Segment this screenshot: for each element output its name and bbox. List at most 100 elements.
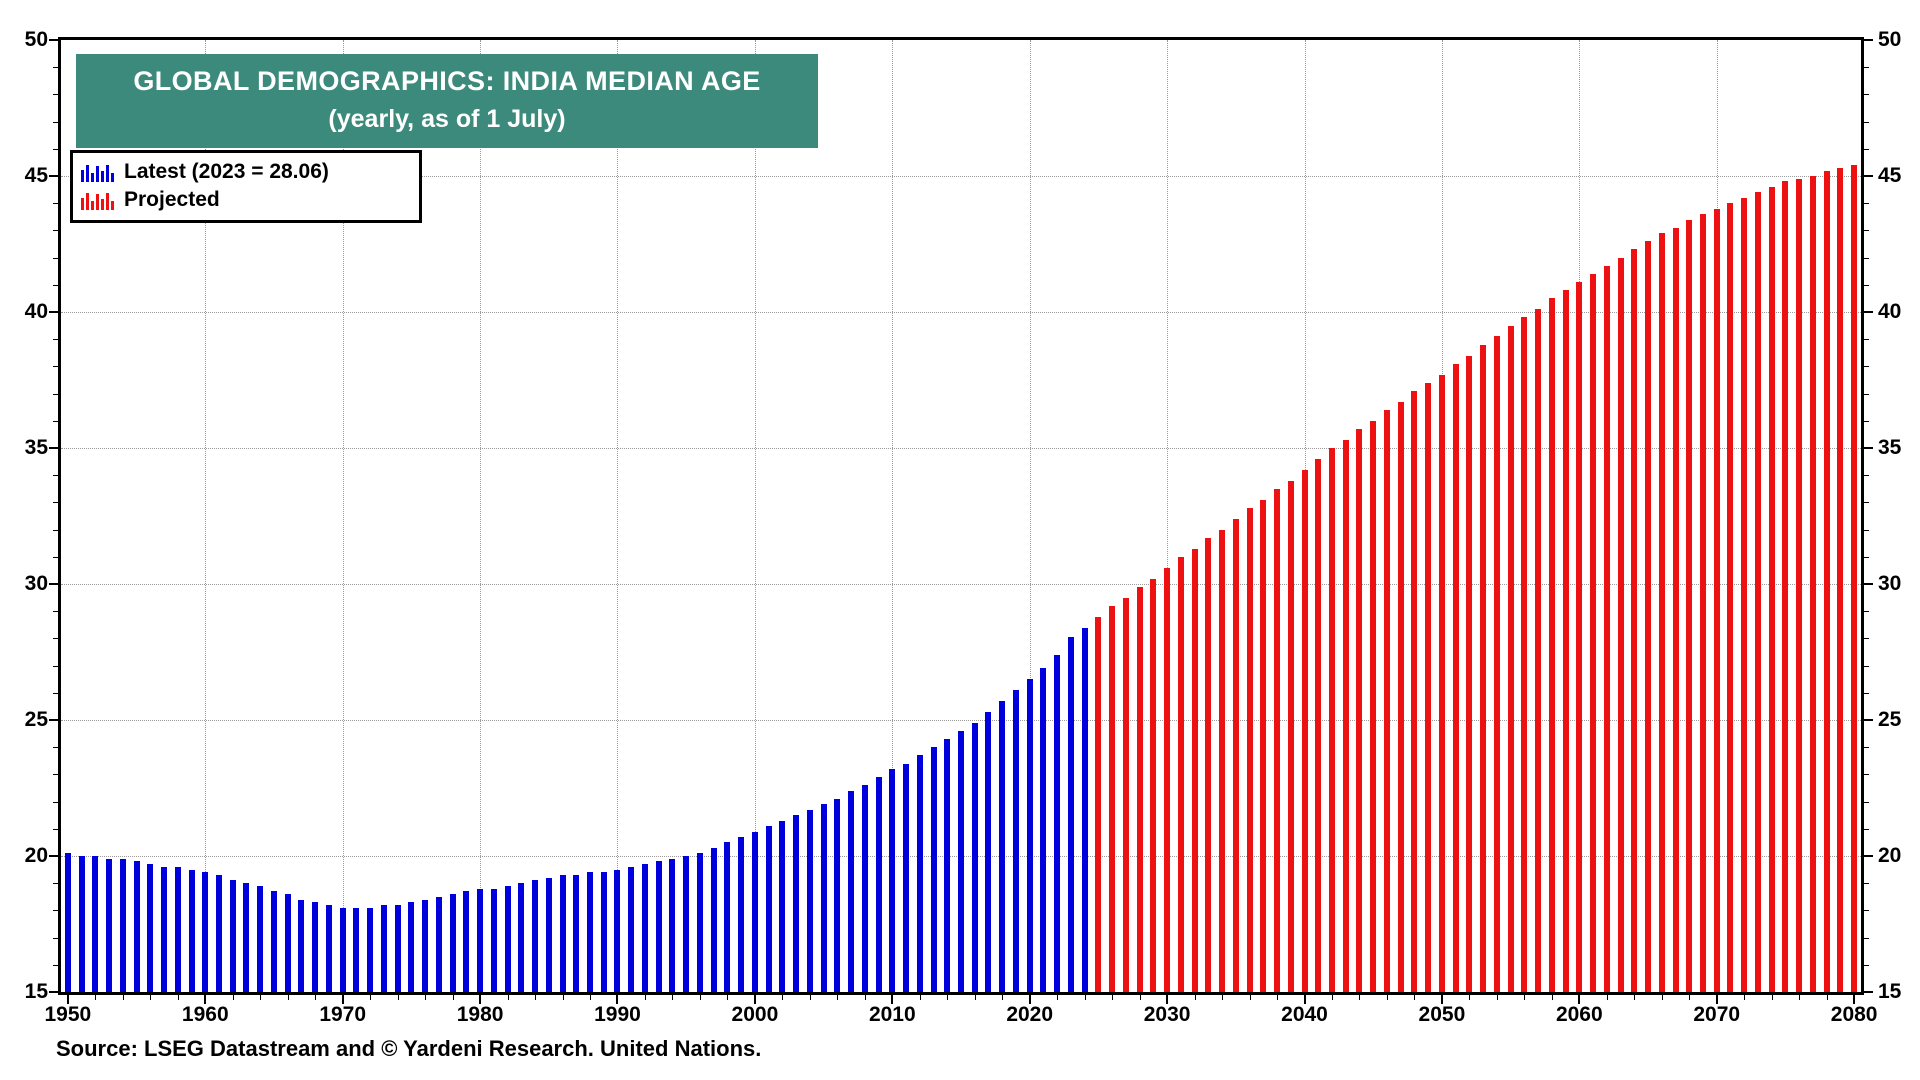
- x-tick-2020: [1028, 995, 1031, 1004]
- bar-2059: [1562, 290, 1569, 992]
- x-axis-label-2060: 2060: [1555, 1003, 1603, 1026]
- x-minor-tick: [452, 995, 454, 1000]
- bar-2039: [1287, 480, 1294, 992]
- legend: Latest (2023 = 28.06) Projected: [70, 150, 422, 223]
- bar-2033: [1205, 537, 1212, 992]
- bar-2074: [1768, 186, 1775, 992]
- bar-1977: [435, 896, 442, 992]
- bar-1991: [628, 866, 635, 992]
- x-minor-tick: [535, 995, 537, 1000]
- legend-label-projected: Projected: [124, 188, 220, 211]
- x-axis-label-1970: 1970: [319, 1003, 367, 1026]
- y-minor-tick-right: [1864, 257, 1869, 259]
- bar-1956: [147, 864, 154, 992]
- blue-bars-icon: [81, 162, 115, 182]
- y-axis-label-left-30: 30: [24, 572, 48, 595]
- y-tick-left-20: [49, 855, 58, 857]
- y-axis-label-left-40: 40: [24, 300, 48, 323]
- x-minor-tick: [1084, 995, 1086, 1000]
- y-minor-tick-left: [53, 665, 58, 667]
- x-axis-label-2050: 2050: [1418, 1003, 1466, 1026]
- x-minor-tick: [1606, 995, 1608, 1000]
- bar-1984: [532, 880, 539, 992]
- bar-1972: [367, 907, 374, 992]
- bar-2003: [793, 815, 800, 992]
- x-minor-tick: [1799, 995, 1801, 1000]
- y-tick-left-40: [49, 311, 58, 313]
- chart-title: GLOBAL DEMOGRAPHICS: INDIA MEDIAN AGE: [133, 66, 761, 96]
- bar-2034: [1219, 529, 1226, 992]
- x-minor-tick: [1359, 995, 1361, 1000]
- bar-2022: [1054, 654, 1061, 992]
- x-minor-tick: [1249, 995, 1251, 1000]
- x-tick-2070: [1715, 995, 1718, 1004]
- x-minor-tick: [95, 995, 97, 1000]
- y-axis-label-right-40: 40: [1878, 300, 1902, 323]
- bar-2073: [1754, 192, 1761, 992]
- y-minor-tick-left: [53, 393, 58, 395]
- y-minor-tick-left: [53, 937, 58, 939]
- y-axis-label-left-45: 45: [24, 164, 48, 187]
- bar-2021: [1040, 668, 1047, 992]
- x-minor-tick: [590, 995, 591, 1000]
- bar-2031: [1177, 556, 1184, 992]
- legend-label-latest: Latest (2023 = 28.06): [124, 160, 329, 183]
- bar-1990: [614, 869, 621, 992]
- x-minor-tick: [1057, 995, 1059, 1000]
- y-tick-right-50: [1864, 39, 1873, 41]
- bar-2020: [1026, 679, 1033, 992]
- y-minor-tick-left: [53, 284, 58, 286]
- bar-1995: [683, 856, 690, 992]
- bar-1951: [78, 856, 85, 992]
- bar-2065: [1645, 241, 1652, 992]
- y-minor-tick-right: [1864, 121, 1869, 123]
- bar-2053: [1480, 344, 1487, 992]
- bar-1980: [477, 888, 484, 992]
- h-gridline-35: [61, 448, 1861, 449]
- legend-item-projected: Projected: [81, 186, 409, 214]
- bar-2032: [1191, 548, 1198, 992]
- bar-2050: [1438, 374, 1445, 992]
- y-minor-tick-left: [53, 475, 58, 477]
- bar-2038: [1274, 488, 1281, 992]
- bar-2077: [1809, 176, 1816, 992]
- bar-1996: [696, 853, 703, 992]
- y-tick-right-45: [1864, 175, 1873, 177]
- bar-2080: [1851, 165, 1858, 992]
- bar-1965: [270, 891, 277, 992]
- y-minor-tick-right: [1864, 393, 1869, 395]
- y-minor-tick-right: [1864, 148, 1869, 150]
- x-minor-tick: [1222, 995, 1224, 1000]
- x-minor-tick: [150, 995, 152, 1000]
- y-tick-left-25: [49, 719, 58, 721]
- y-tick-left-45: [49, 175, 58, 177]
- bar-2024: [1081, 627, 1088, 992]
- bar-2068: [1686, 219, 1693, 992]
- x-minor-tick: [1634, 995, 1636, 1000]
- bar-1981: [490, 888, 497, 992]
- bar-1987: [573, 875, 580, 992]
- x-tick-2000: [753, 995, 756, 1004]
- y-minor-tick-right: [1864, 366, 1869, 368]
- plot-area: [61, 40, 1861, 992]
- x-axis-label-2010: 2010: [868, 1003, 916, 1026]
- y-axis-label-left-20: 20: [24, 844, 48, 867]
- x-minor-tick: [919, 995, 921, 1000]
- bar-1952: [92, 856, 99, 992]
- bar-2052: [1466, 355, 1473, 992]
- y-minor-tick-right: [1864, 883, 1869, 885]
- bar-2060: [1576, 282, 1583, 992]
- y-tick-right-25: [1864, 719, 1873, 721]
- bar-2047: [1397, 401, 1404, 992]
- bar-1973: [380, 904, 387, 992]
- y-tick-left-30: [49, 583, 58, 585]
- bar-2041: [1315, 458, 1322, 992]
- y-minor-tick-right: [1864, 774, 1869, 776]
- x-minor-tick: [727, 995, 729, 1000]
- x-minor-tick: [1277, 995, 1279, 1000]
- v-gridline-2030: [1167, 40, 1169, 992]
- bar-1955: [133, 861, 140, 992]
- bar-1959: [188, 869, 195, 992]
- x-minor-tick: [974, 995, 976, 1000]
- x-minor-tick: [425, 995, 427, 1000]
